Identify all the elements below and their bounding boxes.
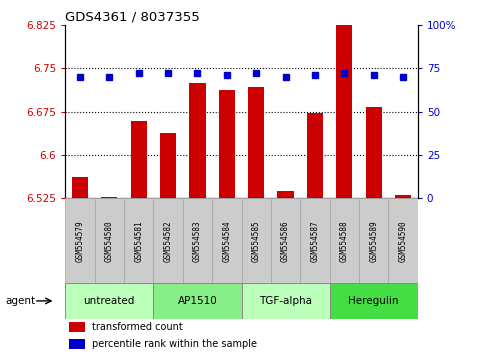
Text: transformed count: transformed count bbox=[92, 322, 183, 332]
Bar bbox=[300, 198, 329, 283]
Text: GSM554588: GSM554588 bbox=[340, 220, 349, 262]
Text: GSM554585: GSM554585 bbox=[252, 220, 261, 262]
Bar bbox=[388, 198, 418, 283]
Bar bbox=[95, 198, 124, 283]
Text: GSM554579: GSM554579 bbox=[75, 220, 85, 262]
Text: GSM554589: GSM554589 bbox=[369, 220, 378, 262]
Text: GSM554583: GSM554583 bbox=[193, 220, 202, 262]
Bar bbox=[395, 195, 411, 198]
Bar bbox=[307, 113, 323, 198]
Bar bbox=[329, 283, 418, 319]
Text: AP1510: AP1510 bbox=[178, 296, 217, 306]
Text: GSM554584: GSM554584 bbox=[222, 220, 231, 262]
Bar bbox=[212, 198, 242, 283]
Bar bbox=[65, 198, 95, 283]
Bar bbox=[154, 283, 242, 319]
Text: GSM554580: GSM554580 bbox=[105, 220, 114, 262]
Text: Heregulin: Heregulin bbox=[348, 296, 399, 306]
Bar bbox=[160, 133, 176, 198]
Text: GSM554581: GSM554581 bbox=[134, 220, 143, 262]
Bar bbox=[69, 322, 85, 332]
Text: percentile rank within the sample: percentile rank within the sample bbox=[92, 339, 256, 349]
Bar bbox=[65, 283, 154, 319]
Bar bbox=[69, 339, 85, 349]
Bar bbox=[278, 191, 294, 198]
Text: GSM554586: GSM554586 bbox=[281, 220, 290, 262]
Bar bbox=[183, 198, 212, 283]
Text: GSM554590: GSM554590 bbox=[398, 220, 408, 262]
Bar bbox=[242, 198, 271, 283]
Bar bbox=[124, 198, 154, 283]
Bar bbox=[271, 198, 300, 283]
Bar bbox=[72, 177, 88, 198]
Bar bbox=[366, 107, 382, 198]
Text: untreated: untreated bbox=[84, 296, 135, 306]
Bar bbox=[336, 0, 353, 198]
Text: GSM554582: GSM554582 bbox=[164, 220, 172, 262]
Bar bbox=[248, 87, 264, 198]
Bar bbox=[359, 198, 388, 283]
Bar bbox=[329, 198, 359, 283]
Bar bbox=[101, 197, 117, 198]
Bar bbox=[189, 82, 205, 198]
Bar bbox=[219, 90, 235, 198]
Bar bbox=[154, 198, 183, 283]
Text: agent: agent bbox=[5, 296, 35, 306]
Bar bbox=[130, 121, 147, 198]
Text: GDS4361 / 8037355: GDS4361 / 8037355 bbox=[65, 11, 200, 24]
Text: GSM554587: GSM554587 bbox=[311, 220, 319, 262]
Text: TGF-alpha: TGF-alpha bbox=[259, 296, 312, 306]
Bar bbox=[242, 283, 330, 319]
